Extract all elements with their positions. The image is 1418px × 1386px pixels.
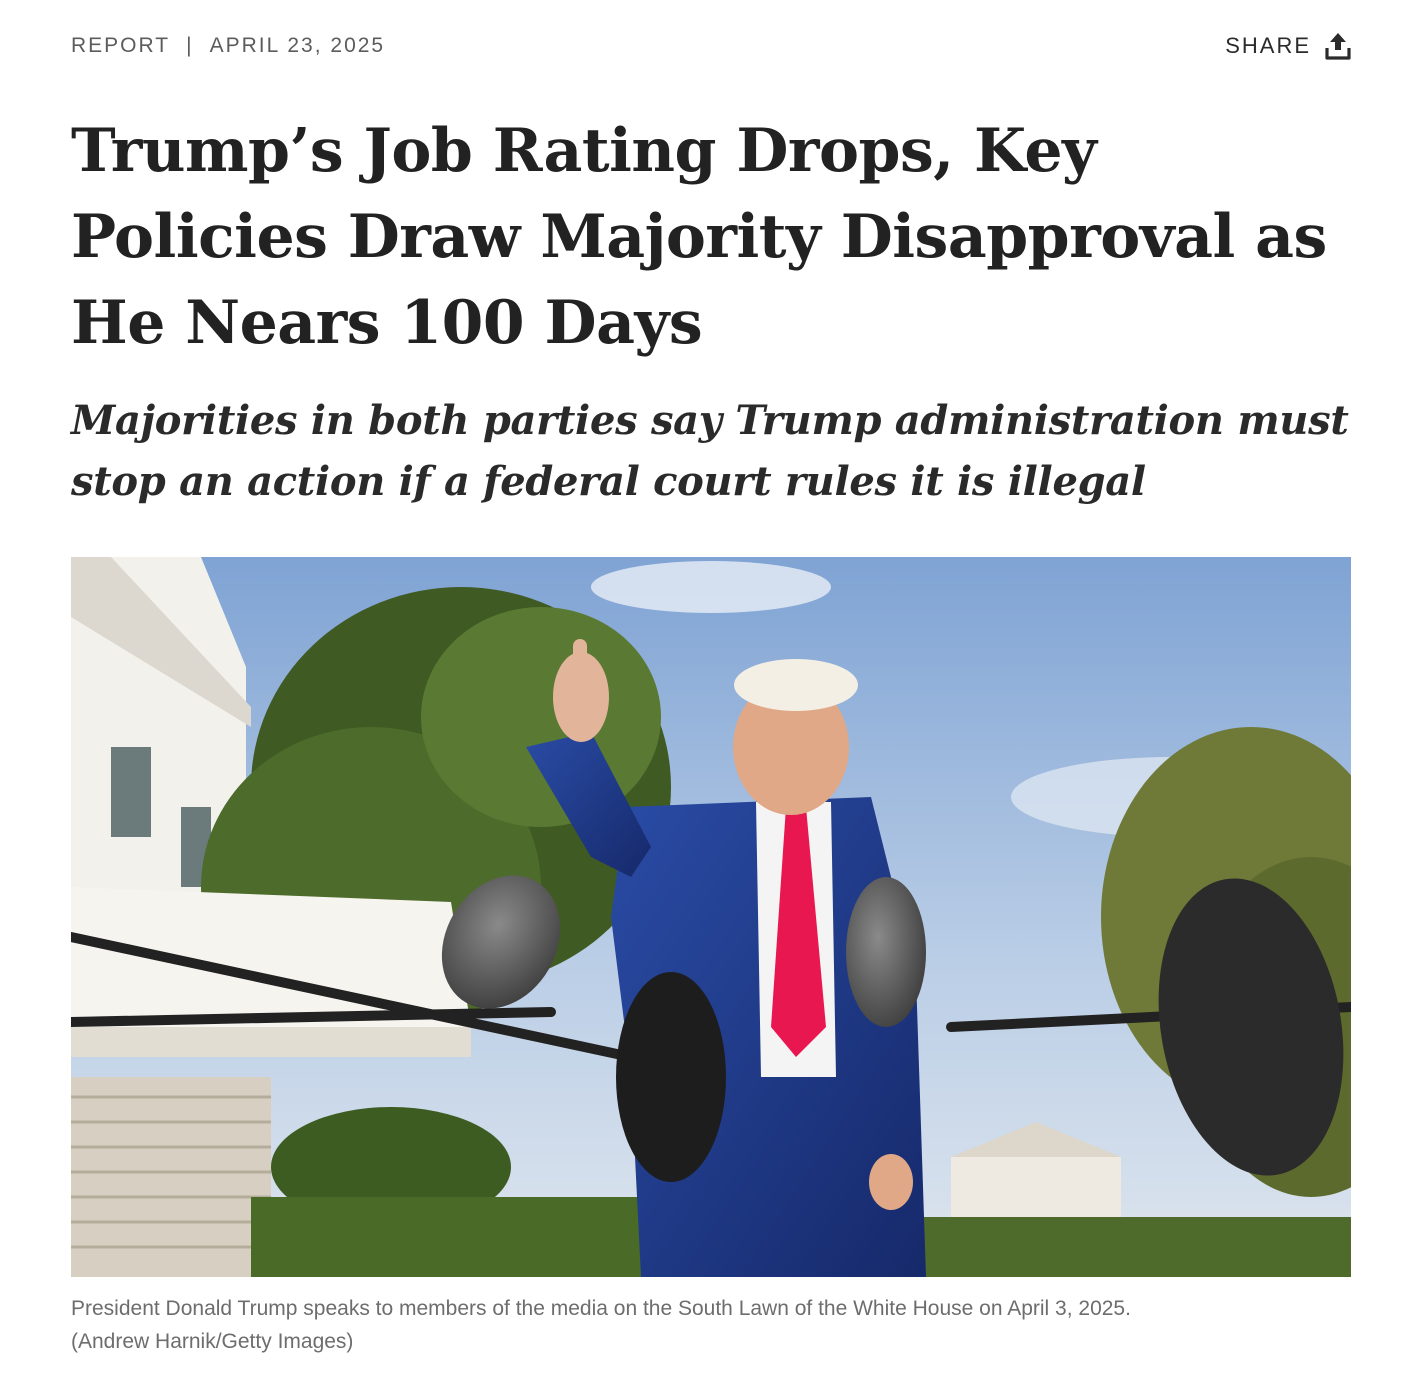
share-upload-icon — [1325, 31, 1351, 61]
share-button[interactable]: SHARE — [1225, 31, 1351, 61]
meta-separator: | — [186, 34, 194, 57]
article-meta: REPORT | APRIL 23, 2025 — [71, 34, 385, 58]
article-headline: Trump’s Job Rating Drops, Key Policies D… — [71, 116, 1327, 358]
publish-date: APRIL 23, 2025 — [209, 34, 386, 57]
share-label: SHARE — [1225, 33, 1311, 58]
article-subhead: Majorities in both parties say Trump adm… — [71, 397, 1349, 505]
article-meta-bar: REPORT | APRIL 23, 2025 SHARE — [71, 30, 1351, 62]
photo-caption: President Donald Trump speaks to members… — [71, 1292, 1351, 1358]
photo-caption-text: President Donald Trump speaks to members… — [71, 1297, 1131, 1320]
hero-photo — [71, 557, 1351, 1277]
section-label[interactable]: REPORT — [71, 34, 171, 57]
photo-credit: (Andrew Harnik/Getty Images) — [71, 1330, 354, 1353]
hero-photo-illustration — [71, 557, 1351, 1277]
